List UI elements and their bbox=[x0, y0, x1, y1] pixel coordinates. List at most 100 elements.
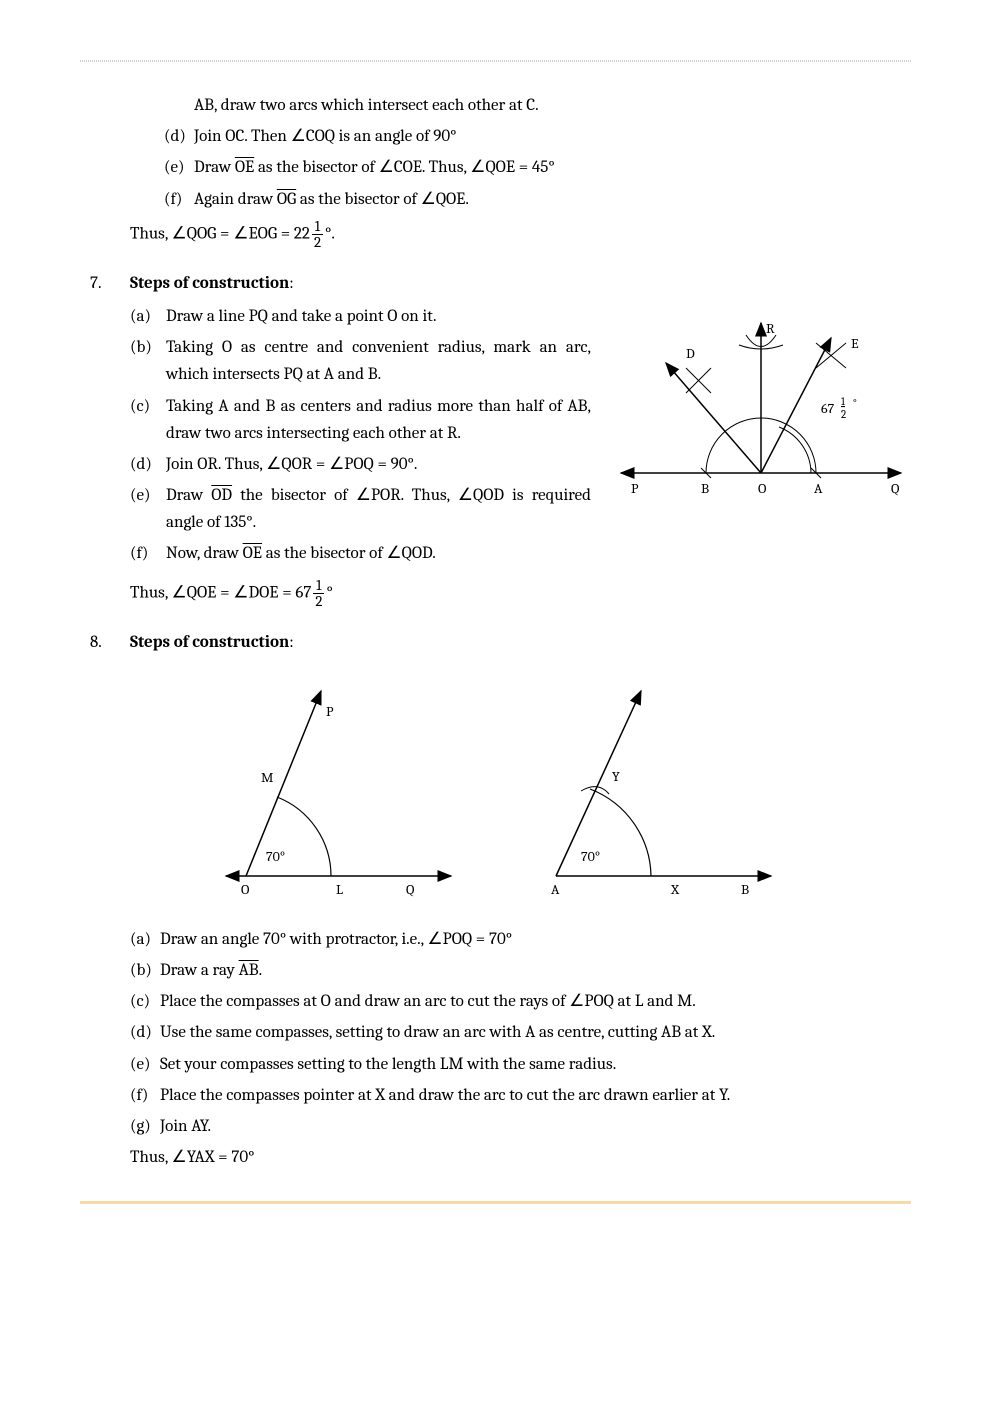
diagram-angle-den: 2 bbox=[841, 408, 846, 421]
conclusion-line: Thus, ∠QOG = ∠EOG = 2212°. bbox=[80, 219, 911, 250]
step-row: (a) Draw a line PQ and take a point O on… bbox=[130, 303, 591, 330]
fraction: 12 bbox=[312, 219, 323, 250]
text-fragment: °. bbox=[325, 224, 335, 243]
step-row: (f) Now, draw OE as the bisector of ∠QOD… bbox=[130, 540, 591, 567]
fraction-denominator: 2 bbox=[313, 594, 324, 609]
left-column: (a) Draw a line PQ and take a point O on… bbox=[80, 303, 591, 572]
conclusion-line: Thus, ∠QOE = ∠DOE = 6712° bbox=[80, 578, 911, 609]
step-text: Draw a line PQ and take a point O on it. bbox=[166, 303, 591, 330]
q7-diagram: P B O A Q R D E 67 1 2 ° bbox=[611, 303, 911, 503]
diagram-angle-num: 1 bbox=[841, 395, 846, 408]
step-row: (a) Draw an angle 70° with protractor, i… bbox=[130, 926, 911, 953]
step-row: (c) Taking A and B as centers and radius… bbox=[130, 393, 591, 447]
diagram-label: Y bbox=[612, 768, 620, 785]
document-body: AB, draw two arcs which intersect each o… bbox=[80, 92, 911, 1171]
step-label: (e) bbox=[164, 154, 194, 181]
diagram-angle-int: 67 bbox=[821, 400, 835, 417]
continuation-block: AB, draw two arcs which intersect each o… bbox=[80, 92, 911, 213]
diagram-label: B bbox=[701, 480, 709, 497]
right-column: P B O A Q R D E 67 1 2 ° bbox=[611, 303, 911, 572]
diagram-angle-deg: ° bbox=[853, 397, 857, 409]
step-row: (d) Use the same compasses, setting to d… bbox=[130, 1019, 911, 1046]
question-header: 7. Steps of construction: bbox=[80, 270, 911, 297]
step-label: (f) bbox=[164, 186, 194, 213]
diagram-row: O L Q M P 70° A X bbox=[80, 676, 911, 906]
diagram-label: M bbox=[261, 769, 274, 786]
step-label: (a) bbox=[130, 926, 160, 953]
fraction: 12 bbox=[313, 578, 324, 609]
step-text: Join OC. Then ∠COQ is an angle of 90° bbox=[194, 123, 911, 150]
step-row: (b) Taking O as centre and convenient ra… bbox=[130, 334, 591, 388]
text-fragment: Draw a ray bbox=[160, 961, 239, 980]
text-fragment: Draw bbox=[194, 158, 235, 177]
step-row: AB, draw two arcs which intersect each o… bbox=[164, 92, 911, 119]
step-label: (b) bbox=[130, 334, 166, 388]
question-title: Steps of construction bbox=[130, 633, 289, 652]
question-title: Steps of construction bbox=[130, 274, 289, 293]
diagram-label: Q bbox=[891, 480, 900, 497]
step-label bbox=[164, 92, 194, 119]
diagram-label: O bbox=[241, 881, 250, 898]
step-label: (b) bbox=[130, 957, 160, 984]
top-divider bbox=[80, 60, 911, 62]
text-fragment: as the bisector of ∠QOD. bbox=[262, 544, 436, 563]
step-text: Draw OD the bisector of ∠POR. Thus, ∠QOD… bbox=[166, 482, 591, 536]
step-text: Join OR. Thus, ∠QOR = ∠POQ = 90°. bbox=[166, 451, 591, 478]
step-row: (e) Set your compasses setting to the le… bbox=[130, 1051, 911, 1078]
diagram-label: L bbox=[336, 881, 343, 898]
ray-symbol: OE bbox=[243, 544, 262, 563]
step-text: Taking O as centre and convenient radius… bbox=[166, 334, 591, 388]
step-row: (d) Join OR. Thus, ∠QOR = ∠POQ = 90°. bbox=[130, 451, 591, 478]
diagram-label: X bbox=[670, 881, 680, 898]
step-label: (e) bbox=[130, 1051, 160, 1078]
step-label: (e) bbox=[130, 482, 166, 536]
ray-symbol: OG bbox=[277, 190, 296, 209]
diagram-label: P bbox=[631, 480, 639, 497]
step-row: (f) Place the compasses pointer at X and… bbox=[130, 1082, 911, 1109]
text-fragment: Draw bbox=[166, 486, 211, 505]
diagram-angle-label: 70° bbox=[581, 848, 600, 865]
ray-symbol: AB bbox=[239, 961, 259, 980]
q8-diagram-right: A X B Y 70° bbox=[526, 676, 786, 906]
question-number: 7. bbox=[80, 270, 130, 297]
ray-symbol: OD bbox=[211, 486, 232, 505]
step-text: Now, draw OE as the bisector of ∠QOD. bbox=[166, 540, 591, 567]
step-text: Draw an angle 70° with protractor, i.e.,… bbox=[160, 926, 911, 953]
step-text: Again draw OG as the bisector of ∠QOE. bbox=[194, 186, 911, 213]
step-label: (d) bbox=[130, 451, 166, 478]
text-fragment: as the bisector of ∠COE. Thus, ∠QOE = 45… bbox=[254, 158, 555, 177]
step-row: (g) Join AY. bbox=[130, 1113, 911, 1140]
step-label: (d) bbox=[164, 123, 194, 150]
question-number: 8. bbox=[80, 629, 130, 656]
text-fragment: as the bisector of ∠QOE. bbox=[296, 190, 469, 209]
step-label: (c) bbox=[130, 988, 160, 1015]
diagram-label: A bbox=[814, 480, 823, 497]
q8-diagram-left: O L Q M P 70° bbox=[206, 676, 466, 906]
bottom-divider bbox=[80, 1201, 911, 1204]
ray-symbol: OE bbox=[235, 158, 254, 177]
diagram-label: R bbox=[766, 320, 775, 337]
step-label: (a) bbox=[130, 303, 166, 330]
step-row: (e) Draw OD the bisector of ∠POR. Thus, … bbox=[130, 482, 591, 536]
step-text: Place the compasses at O and draw an arc… bbox=[160, 988, 911, 1015]
diagram-label: D bbox=[686, 345, 695, 362]
text-fragment: Thus, ∠QOG = ∠EOG = 22 bbox=[130, 224, 310, 243]
text-fragment: Again draw bbox=[194, 190, 277, 209]
text-fragment: ° bbox=[326, 583, 332, 602]
step-label: (g) bbox=[130, 1113, 160, 1140]
diagram-label: Q bbox=[406, 881, 415, 898]
diagram-label: B bbox=[741, 881, 749, 898]
diagram-label: O bbox=[758, 480, 767, 497]
step-row: (f) Again draw OG as the bisector of ∠QO… bbox=[164, 186, 911, 213]
step-text: Use the same compasses, setting to draw … bbox=[160, 1019, 911, 1046]
step-row: (c) Place the compasses at O and draw an… bbox=[130, 988, 911, 1015]
text-fragment: Now, draw bbox=[166, 544, 243, 563]
step-label: (d) bbox=[130, 1019, 160, 1046]
step-label: (c) bbox=[130, 393, 166, 447]
text-fragment: . bbox=[259, 961, 263, 980]
step-text: Taking A and B as centers and radius mor… bbox=[166, 393, 591, 447]
step-row: (b) Draw a ray AB. bbox=[130, 957, 911, 984]
diagram-label: E bbox=[851, 335, 859, 352]
step-text: Set your compasses setting to the length… bbox=[160, 1051, 911, 1078]
diagram-angle-label: 70° bbox=[266, 848, 285, 865]
